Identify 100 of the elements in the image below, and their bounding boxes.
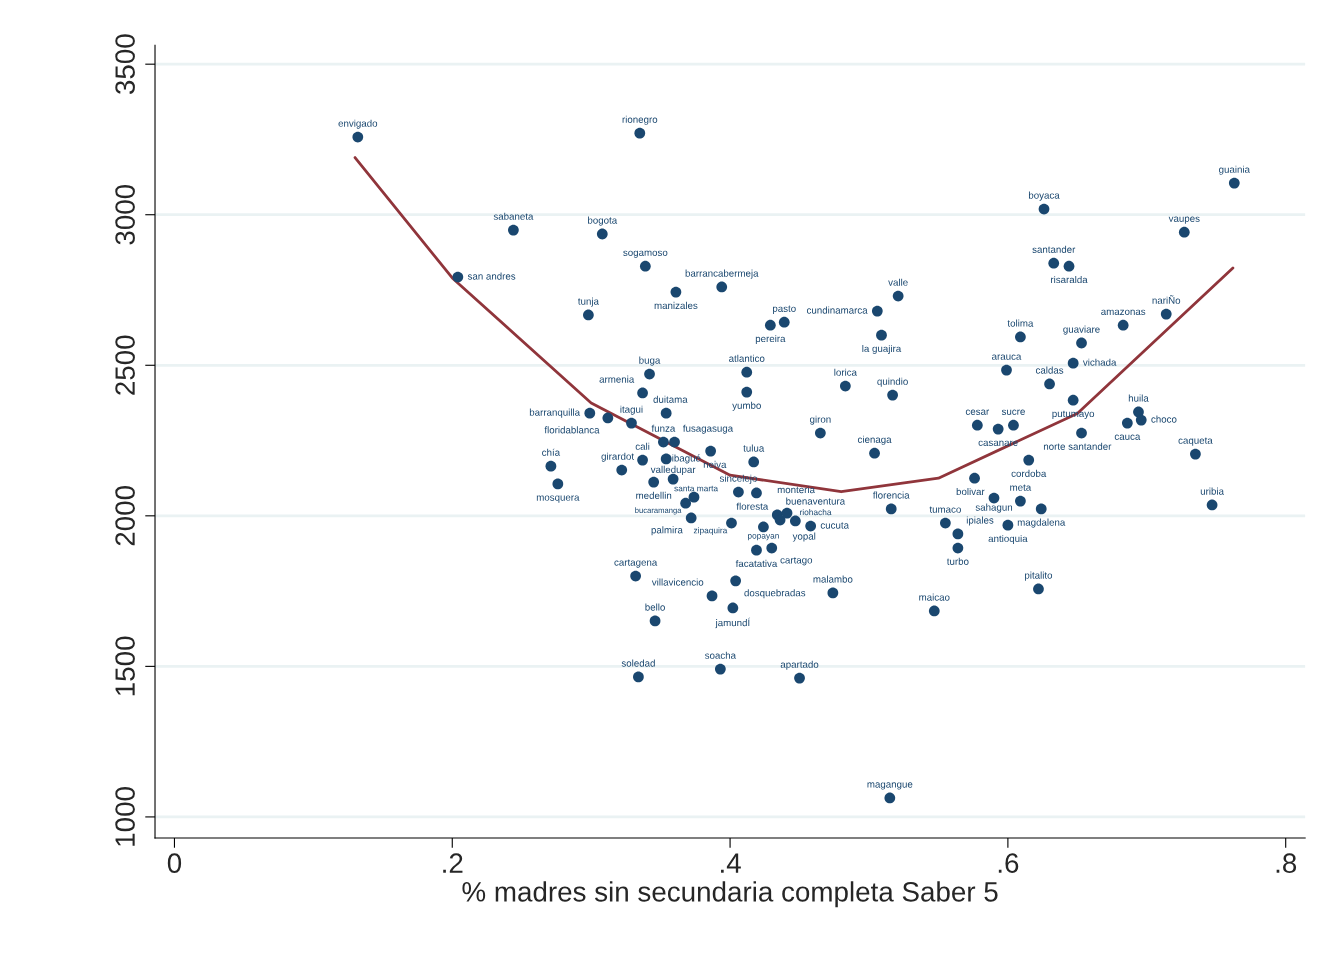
data-label: villavicencio (651, 578, 704, 586)
data-label: santa marta (674, 485, 719, 492)
data-label: quindio (877, 377, 908, 387)
data-label: floridablanca (544, 426, 600, 434)
data-label: tulua (743, 444, 765, 452)
data-label: itagui (620, 405, 643, 415)
data-label: funza (651, 424, 676, 432)
data-label: vaupes (1168, 216, 1200, 224)
data-label: soledad (621, 659, 655, 667)
data-label: envigado (338, 119, 378, 129)
x-tick-label: .8 (1276, 853, 1297, 873)
y-tick-label: 2500 (115, 335, 135, 395)
data-label: turbo (946, 557, 969, 565)
x-tick-label: .2 (443, 853, 463, 873)
data-label: amazonas (1101, 309, 1146, 315)
data-label: bello (645, 603, 665, 611)
data-label: giron (809, 415, 831, 425)
data-label: tunja (578, 297, 599, 307)
data-label: popayan (747, 534, 779, 541)
x-tick-label: .6 (998, 853, 1019, 873)
data-label: bogota (588, 216, 618, 226)
data-label: arauca (992, 354, 1022, 360)
data-label: palmira (651, 526, 683, 536)
data-label: uribia (1200, 487, 1224, 495)
x-axis-title: % madres sin secundaria completa Saber 5 (462, 881, 998, 908)
data-label: ibagué (672, 454, 701, 464)
data-label: cesar (965, 409, 990, 415)
data-label: cali (635, 442, 650, 450)
data-label: cienaga (857, 435, 892, 445)
data-label: duitama (653, 395, 688, 403)
data-label: magangue (867, 782, 913, 790)
data-label: riohacha (800, 509, 832, 516)
data-label: buga (639, 356, 661, 366)
data-label: choco (1151, 415, 1177, 423)
data-label: yopal (792, 532, 816, 542)
data-label: floresta (736, 502, 769, 510)
data-label: tumaco (929, 506, 961, 513)
data-label: rionegro (622, 115, 658, 125)
data-label: pereira (755, 334, 786, 345)
data-label: san andres (467, 272, 516, 280)
data-label: tolima (1007, 319, 1034, 327)
x-tick-label: 0 (167, 853, 182, 873)
data-label: malambo (813, 575, 853, 583)
data-label: caqueta (1178, 437, 1213, 446)
data-label: apartado (780, 660, 819, 670)
data-label: magdalena (1017, 518, 1066, 528)
data-label: pitalito (1025, 571, 1053, 581)
data-label: zipaquira (693, 527, 728, 535)
data-label: facatativa (735, 559, 778, 568)
data-label: cundinamarca (806, 306, 868, 314)
data-label: caldas (1035, 366, 1064, 374)
data-label: girardot (601, 452, 634, 462)
data-label: soacha (704, 651, 737, 659)
y-tick-label: 3500 (115, 34, 135, 95)
data-label: sucre (1001, 409, 1025, 415)
data-label: risaralda (1051, 275, 1088, 284)
data-label: antioquia (988, 534, 1028, 544)
data-label: chía (542, 448, 561, 456)
data-label: barrancabermeja (685, 269, 759, 279)
data-label: cartagena (614, 559, 658, 568)
data-label: huila (1128, 394, 1149, 402)
data-label: sahagun (975, 503, 1013, 513)
data-label: monteria (777, 486, 815, 494)
data-label: la guajira (862, 344, 902, 354)
data-label: sogamoso (623, 250, 668, 258)
data-label: cauca (1114, 434, 1141, 440)
data-label: lorica (834, 368, 857, 376)
data-label: atlantico (729, 354, 765, 362)
y-tick-label: 3000 (115, 184, 135, 245)
data-label: bolivar (956, 487, 985, 496)
data-label: barranquilla (529, 408, 581, 418)
data-label: guainia (1219, 165, 1250, 175)
data-label: maicao (919, 593, 950, 601)
data-label: fusagasuga (682, 424, 734, 434)
x-tick-label: .4 (721, 853, 741, 873)
data-label: buenaventura (786, 497, 846, 505)
data-label: guaviare (1063, 325, 1100, 335)
y-tick-label: 1000 (115, 787, 135, 846)
data-label: mosquera (536, 495, 580, 503)
data-label: cartago (780, 557, 813, 566)
y-tick-label: 1500 (115, 636, 135, 696)
data-label: valle (888, 278, 908, 286)
data-label: dosquebradas (744, 589, 806, 599)
data-label: santander (1032, 245, 1076, 253)
data-label: armenia (599, 375, 635, 383)
data-label: medellin (636, 491, 672, 499)
data-label: yumbo (732, 401, 761, 411)
data-label: ipiales (966, 516, 994, 526)
data-label: vichada (1082, 358, 1117, 366)
data-label: florencia (872, 491, 910, 499)
data-label: meta (1010, 484, 1032, 491)
data-label: boyaca (1028, 191, 1060, 201)
data-label: pasto (772, 305, 796, 314)
data-label: jamundÍ (715, 617, 751, 629)
data-label: manizales (654, 301, 698, 309)
data-label: sincelejo (719, 474, 757, 484)
data-label: valledupar (650, 465, 696, 475)
y-tick-label: 2000 (115, 486, 135, 546)
data-label: nariÑo (1152, 295, 1181, 304)
data-label: cordoba (1011, 469, 1047, 477)
